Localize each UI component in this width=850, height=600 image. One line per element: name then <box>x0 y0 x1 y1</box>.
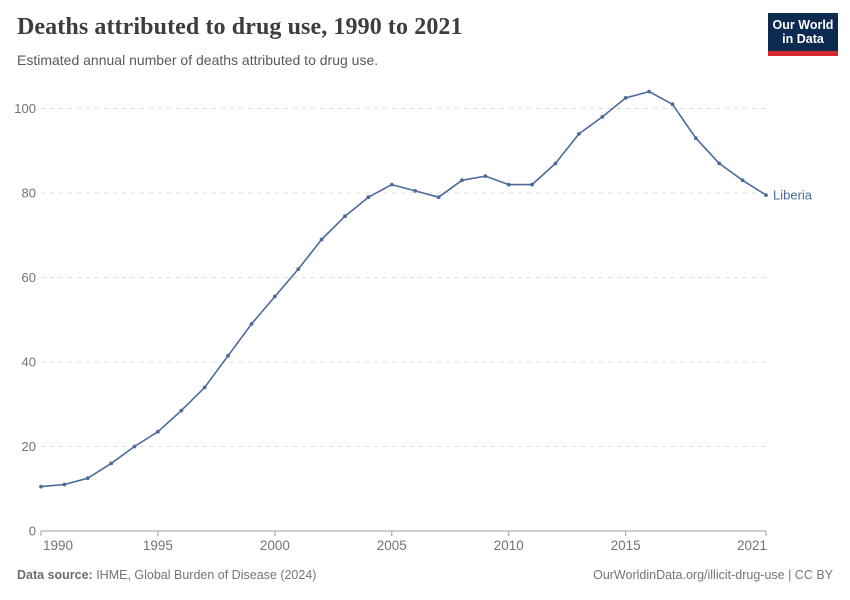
series-point <box>62 482 67 487</box>
y-tick-label: 40 <box>22 355 36 370</box>
series-point <box>296 267 301 271</box>
owid-logo-accent-bar <box>768 51 838 56</box>
series-point <box>179 408 184 413</box>
series-point <box>226 353 231 358</box>
owid-logo-line2: in Data <box>782 32 824 46</box>
series-point <box>764 193 768 198</box>
series-point <box>553 161 558 166</box>
series-point <box>647 89 651 94</box>
data-source-note: Data source: IHME, Global Burden of Dise… <box>17 568 316 582</box>
series-end-label[interactable]: Liberia <box>773 188 813 203</box>
series-point <box>460 178 464 183</box>
x-tick-label: 1990 <box>43 538 73 553</box>
series-point <box>39 484 43 489</box>
chart-footer: Data source: IHME, Global Burden of Dise… <box>0 568 850 592</box>
page-subtitle: Estimated annual number of deaths attrib… <box>17 52 379 68</box>
owid-logo-box: Our World in Data <box>768 13 838 51</box>
series-line[interactable] <box>40 90 767 488</box>
series-point <box>389 182 394 187</box>
series-point <box>436 195 441 200</box>
series-point <box>366 195 371 200</box>
series-point <box>740 178 745 183</box>
x-tick-label: 2021 <box>737 538 767 553</box>
series-point <box>109 461 114 466</box>
series-point <box>693 136 698 141</box>
series-point <box>577 132 581 136</box>
series-point <box>530 182 534 187</box>
y-tick-label: 100 <box>14 101 36 116</box>
data-source-label: Data source: <box>17 568 93 582</box>
series-point <box>132 444 137 449</box>
series-point <box>483 174 488 179</box>
y-tick-label: 80 <box>22 186 36 201</box>
series-point <box>506 182 511 187</box>
x-tick-label: 1995 <box>143 538 173 553</box>
owid-logo-line1: Our World <box>772 18 834 32</box>
series-point <box>85 476 90 481</box>
page-title: Deaths attributed to drug use, 1990 to 2… <box>17 14 463 40</box>
series-point <box>413 189 418 193</box>
x-tick-label: 2015 <box>611 538 641 553</box>
series-point <box>156 429 160 434</box>
y-tick-label: 60 <box>22 270 36 285</box>
series-point <box>343 214 347 219</box>
series-point <box>717 161 722 166</box>
x-tick-label: 2000 <box>260 538 290 553</box>
series-point <box>202 385 207 390</box>
y-tick-label: 0 <box>29 524 36 539</box>
series-liberia[interactable] <box>39 89 768 489</box>
y-tick-label: 20 <box>22 439 36 454</box>
data-source-text: IHME, Global Burden of Disease (2024) <box>92 568 317 582</box>
x-tick-label: 2010 <box>494 538 524 553</box>
owid-logo[interactable]: Our World in Data <box>768 13 838 56</box>
series-point <box>319 237 324 242</box>
series-point <box>249 322 254 326</box>
series-point <box>273 294 277 299</box>
credit-link[interactable]: OurWorldinData.org/illicit-drug-use | CC… <box>593 568 833 582</box>
series-point <box>623 96 628 100</box>
series-point <box>600 115 605 119</box>
x-tick-label: 2005 <box>377 538 407 553</box>
series-point <box>670 102 675 107</box>
